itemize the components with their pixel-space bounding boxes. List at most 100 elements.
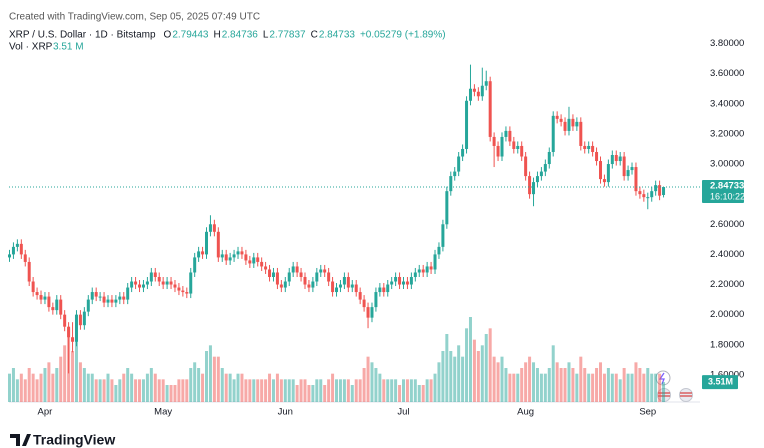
- volume-bar: [445, 334, 449, 402]
- volume-bar: [74, 339, 78, 402]
- volume-bar: [11, 368, 15, 402]
- volume-bar: [315, 379, 319, 402]
- volume-bar: [476, 351, 480, 402]
- volume-bar: [39, 373, 43, 402]
- candle-body: [650, 191, 654, 198]
- volume-bar: [260, 379, 264, 402]
- volume-bar: [27, 368, 31, 402]
- volume-bar: [51, 373, 55, 402]
- candle-body: [338, 284, 342, 288]
- candle-body: [398, 276, 402, 285]
- volume-bar: [579, 356, 583, 402]
- flag-icon: [679, 388, 693, 402]
- candle-body: [358, 292, 362, 300]
- candle-body: [110, 299, 114, 303]
- volume-bar: [591, 373, 595, 402]
- y-tick-label: 3.40000: [710, 98, 744, 109]
- volume-tag: 3.51M: [708, 376, 733, 386]
- volume-bar: [492, 356, 496, 402]
- candle-body: [31, 281, 35, 293]
- candle-body: [634, 167, 638, 192]
- volume-bar: [500, 356, 504, 402]
- volume-bar: [606, 368, 610, 402]
- candle-body: [366, 307, 370, 318]
- ohlc-value: 2.84736: [222, 30, 259, 41]
- candle-body: [449, 176, 453, 192]
- candle-body: [571, 118, 575, 127]
- volume-bar: [98, 379, 102, 402]
- candle-body: [90, 292, 94, 300]
- volume-bar: [559, 368, 563, 402]
- candle-body: [390, 281, 394, 285]
- volume-bar: [429, 379, 433, 402]
- price-tag-bg: [702, 180, 744, 204]
- volume-bar: [532, 362, 536, 402]
- volume-bar: [602, 373, 606, 402]
- volume-bar: [433, 373, 437, 402]
- ohlc-value: 2.84733: [319, 30, 356, 41]
- volume-bar: [224, 373, 228, 402]
- volume-bar: [283, 379, 287, 402]
- volume-bar: [8, 373, 11, 402]
- candle-body: [252, 257, 256, 264]
- x-tick-label: Jun: [278, 407, 293, 418]
- volume-bar: [382, 379, 386, 402]
- volume-bar: [130, 373, 134, 402]
- candle-body: [512, 141, 516, 149]
- ohlc-value: 2.77837: [269, 30, 306, 41]
- volume-bar: [630, 373, 634, 402]
- volume-bar: [169, 385, 173, 402]
- candle-body: [409, 276, 413, 285]
- candle-body: [370, 307, 374, 318]
- candle-body: [437, 246, 441, 255]
- volume-bar: [571, 368, 575, 402]
- y-tick-label: 1.80000: [710, 339, 744, 350]
- volume-bar: [114, 385, 118, 402]
- candle-body: [323, 269, 327, 273]
- candle-body: [587, 145, 591, 149]
- volume-bar: [55, 368, 59, 402]
- candle-body: [35, 292, 39, 296]
- candle-body: [19, 243, 23, 255]
- candle-body: [165, 281, 169, 285]
- volume-bar: [279, 379, 283, 402]
- volume-bar: [335, 379, 339, 402]
- candle-body: [244, 254, 248, 261]
- volume-bar: [437, 362, 441, 402]
- candle-body: [118, 296, 122, 300]
- logo-text: TradingView: [33, 432, 115, 448]
- candle-body: [331, 281, 335, 293]
- y-tick-label: 3.60000: [710, 68, 744, 79]
- volume-bar: [43, 368, 47, 402]
- volume-bar: [366, 356, 370, 402]
- volume-bar: [658, 373, 662, 402]
- candle-body: [602, 179, 606, 183]
- volume-bar: [319, 379, 323, 402]
- candle-body: [547, 151, 551, 165]
- candle-body: [181, 290, 185, 293]
- volume-bar: [271, 379, 275, 402]
- candle-body: [480, 85, 484, 97]
- event-icons: [655, 370, 693, 402]
- candle-body: [468, 88, 472, 101]
- candle-body: [315, 272, 319, 282]
- volume-bar: [425, 379, 429, 402]
- candle-body: [216, 231, 220, 258]
- candle-body: [642, 194, 646, 198]
- volume-bar: [240, 373, 244, 402]
- volume-title: Vol · XRP: [9, 42, 53, 53]
- candle-body: [579, 121, 583, 146]
- volume-bar: [15, 379, 19, 402]
- volume-bar: [583, 368, 587, 402]
- candle-body: [583, 145, 587, 149]
- volume-bar: [90, 373, 94, 402]
- candle-body: [626, 170, 630, 177]
- volume-bar: [350, 385, 354, 402]
- y-tick-label: 2.20000: [710, 279, 744, 290]
- candle-body: [201, 251, 205, 255]
- volume-bar: [118, 379, 122, 402]
- candle-body: [417, 269, 421, 273]
- volume-bar: [327, 379, 331, 402]
- volume-bar: [622, 368, 626, 402]
- candle-body: [86, 299, 90, 312]
